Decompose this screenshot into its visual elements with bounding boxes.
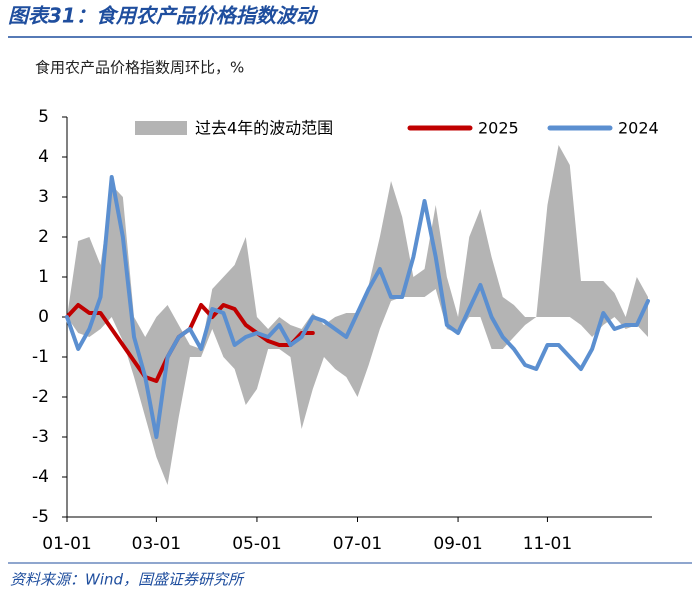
source-note: 资料来源：Wind，国盛证券研究所 <box>10 571 245 589</box>
y-tick-label: 0 <box>38 307 49 327</box>
y-tick-label: 1 <box>38 267 49 287</box>
y-tick-label: -4 <box>32 467 49 487</box>
y-tick-label: -3 <box>32 427 49 447</box>
y-tick-label: 5 <box>38 107 49 127</box>
line-series <box>65 303 315 383</box>
x-tick-label: 09-01 <box>433 534 482 554</box>
chart-subtitle: 食用农产品价格指数周环比，% <box>35 59 244 77</box>
legend-swatch <box>135 121 187 135</box>
x-tick-label: 11-01 <box>523 534 572 554</box>
legend-label: 2024 <box>618 119 659 138</box>
legend-label: 2025 <box>478 119 519 138</box>
y-tick-label: 4 <box>38 147 49 167</box>
y-tick-label: 2 <box>38 227 49 247</box>
x-tick-label: 03-01 <box>132 534 181 554</box>
x-tick-label: 01-01 <box>42 534 91 554</box>
x-tick-label: 07-01 <box>333 534 382 554</box>
x-tick-label: 05-01 <box>232 534 281 554</box>
y-tick-label: -2 <box>32 387 49 407</box>
line-series <box>65 175 650 439</box>
y-tick-label: -5 <box>32 507 49 527</box>
y-tick-label: 3 <box>38 187 49 207</box>
page-title: 图表31：食用农产品价格指数波动 <box>8 4 319 28</box>
y-tick-label: -1 <box>32 347 49 367</box>
legend-label: 过去4年的波动范围 <box>195 119 333 138</box>
